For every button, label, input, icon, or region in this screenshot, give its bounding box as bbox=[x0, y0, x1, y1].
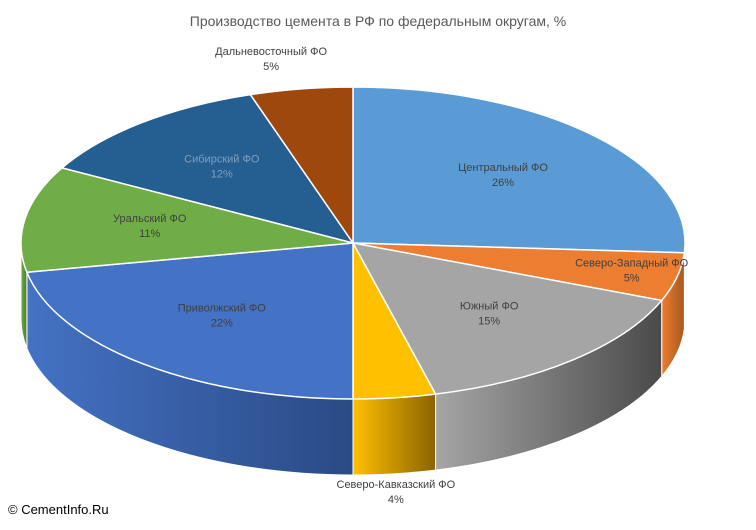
slice-центральный-фо bbox=[352, 86, 686, 254]
slice-label-северо-западный-фо: Северо-Западный ФО bbox=[575, 257, 689, 269]
slice-label-центральный-фо: Центральный ФО bbox=[458, 162, 548, 174]
pie-tops bbox=[20, 86, 686, 400]
slice-label-северо-кавказский-фо: Северо-Кавказский ФО bbox=[337, 479, 456, 491]
slice-label-дальневосточный-фо: Дальневосточный ФО bbox=[215, 46, 327, 58]
pie-labels: Центральный ФО 26% Северо-Западный ФО 5% Южн… bbox=[113, 46, 689, 506]
slice-дальневосточный-фо bbox=[249, 86, 354, 246]
slice-value-южный-фо: 15% bbox=[478, 316, 500, 328]
slice-южный-фо bbox=[351, 241, 664, 395]
pie-sides bbox=[20, 242, 686, 476]
slice-label-приволжский-фо: Приволжский ФО bbox=[178, 303, 267, 315]
slice-value-дальневосточный-фо: 5% bbox=[263, 61, 279, 73]
slice-side-северо-кавказский-фо bbox=[352, 393, 437, 476]
slice-сибирский-фо bbox=[60, 93, 355, 245]
chart-title: Производство цемента в РФ по федеральным… bbox=[189, 13, 567, 29]
slice-value-северо-кавказский-фо: 4% bbox=[388, 494, 404, 506]
slice-уральский-фо bbox=[20, 167, 354, 274]
slice-value-уральский-фо: 11% bbox=[139, 228, 160, 240]
slice-value-центральный-фо: 26% bbox=[492, 177, 514, 189]
slice-value-северо-западный-фо: 5% bbox=[624, 272, 640, 284]
slice-value-сибирский-фо: 12% bbox=[211, 168, 233, 180]
slice-label-южный-фо: Южный ФО bbox=[460, 301, 519, 313]
slice-приволжский-фо bbox=[25, 242, 354, 400]
slice-label-сибирский-фо: Сибирский ФО bbox=[184, 153, 260, 165]
copyright-text: © CementInfo.Ru bbox=[8, 502, 109, 517]
slice-value-приволжский-фо: 22% bbox=[211, 318, 233, 330]
slice-label-уральский-фо: Уральский ФО bbox=[113, 213, 187, 225]
